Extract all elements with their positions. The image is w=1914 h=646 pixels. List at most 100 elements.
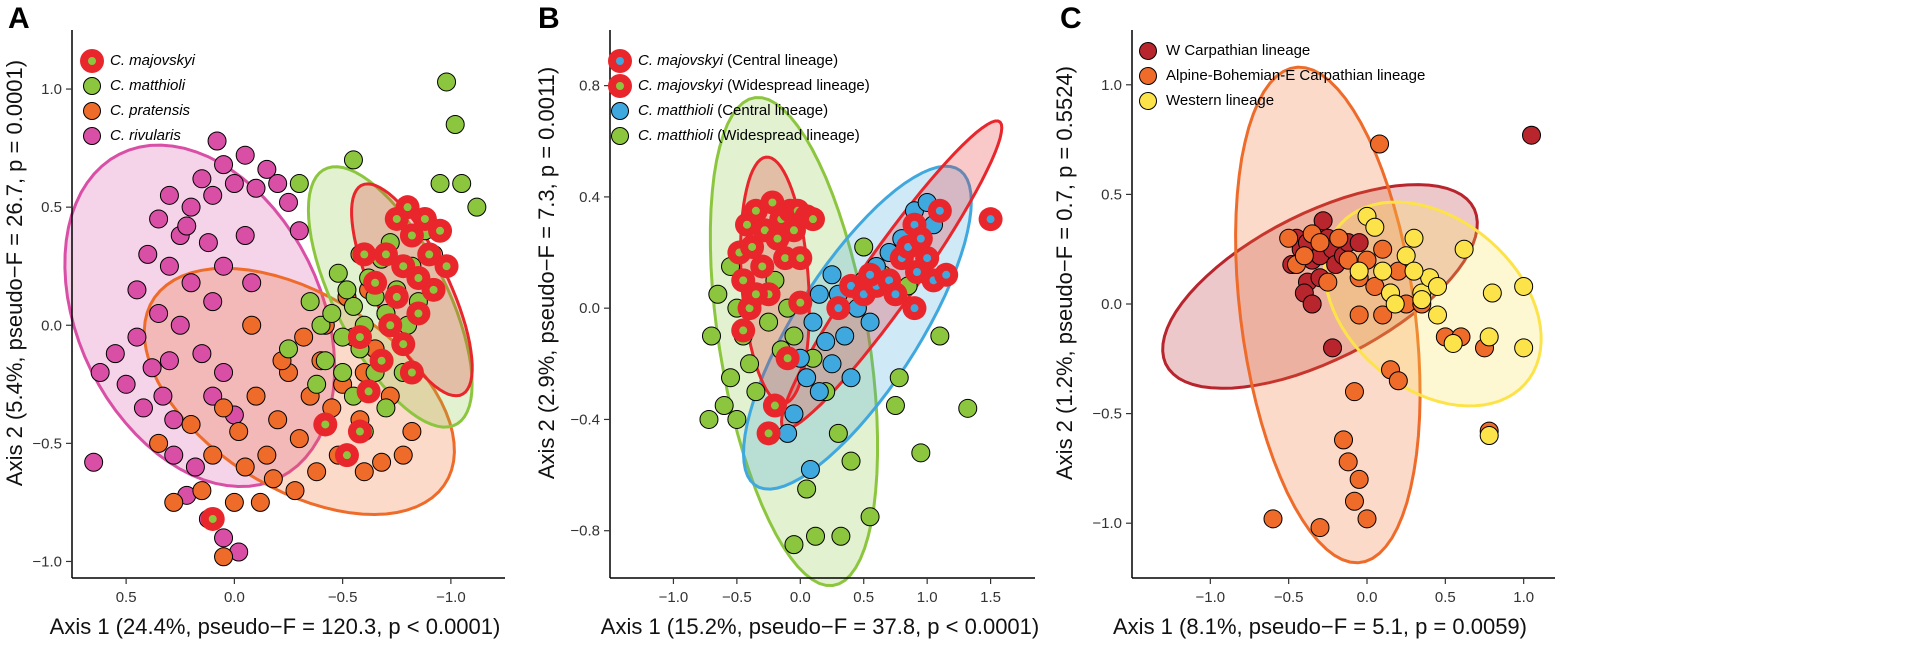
scatter-plot: 0.5 0.0 −0.5 −1.0 −1.0 −0.5 0.0 0.5 1.0 bbox=[32, 30, 505, 606]
data-point bbox=[138, 244, 158, 264]
data-point bbox=[294, 327, 314, 347]
data-point bbox=[149, 209, 169, 229]
legend-label: C. matthioli (Widespread lineage) bbox=[638, 127, 860, 144]
data-point bbox=[414, 309, 423, 318]
data-point bbox=[746, 382, 766, 402]
legend-symbol bbox=[1132, 63, 1166, 88]
data-point bbox=[930, 326, 950, 346]
data-point bbox=[242, 315, 262, 335]
data-point bbox=[177, 216, 197, 236]
y-tick-label: 0.0 bbox=[579, 300, 600, 317]
data-point bbox=[414, 274, 423, 283]
legend-symbol bbox=[76, 123, 110, 148]
legend-symbol bbox=[604, 98, 638, 123]
data-point bbox=[285, 481, 305, 501]
data-point bbox=[739, 326, 748, 335]
species-name: C. pratensis bbox=[110, 102, 191, 119]
data-point bbox=[452, 174, 472, 194]
legend-dot bbox=[616, 81, 624, 90]
y-tick-label: 0.4 bbox=[579, 189, 600, 206]
data-point bbox=[885, 276, 894, 285]
data-point bbox=[364, 387, 373, 396]
lineage-name: (Central lineage) bbox=[723, 52, 839, 69]
data-point bbox=[1344, 382, 1364, 402]
data-point bbox=[828, 423, 848, 443]
x-tick-label: 1.0 bbox=[1513, 589, 1534, 606]
data-point bbox=[224, 492, 244, 512]
data-point bbox=[770, 401, 779, 410]
x-tick-label: −1.0 bbox=[1196, 589, 1226, 606]
data-point bbox=[192, 344, 212, 364]
x-tick-label: −0.5 bbox=[1274, 589, 1304, 606]
legend: C. majovskyi C. matthioli C. pratensis C. r… bbox=[76, 48, 195, 148]
data-point bbox=[328, 263, 348, 283]
data-point bbox=[372, 452, 392, 472]
data-point bbox=[1318, 272, 1338, 292]
data-point bbox=[289, 221, 309, 241]
legend-label: C. majovskyi bbox=[110, 52, 195, 69]
data-point bbox=[751, 290, 760, 299]
data-point bbox=[376, 398, 396, 418]
data-point bbox=[806, 526, 826, 546]
y-tick-label: −1.0 bbox=[1092, 515, 1122, 532]
x-axis-label: Axis 1 (8.1%, pseudo−F = 5.1, p = 0.0059… bbox=[1113, 614, 1527, 639]
panel-c: C −1.0 −0.5 0.0 0.5 1.0 −1.0 −0.5 0.0 0.5 1.0 W C… bbox=[1040, 0, 1914, 646]
x-tick-label: −1.0 bbox=[436, 589, 466, 606]
legend-label: C. majovskyi (Widespread lineage) bbox=[638, 77, 870, 94]
legend-item: C. pratensis bbox=[76, 98, 195, 123]
data-point bbox=[1522, 125, 1541, 145]
data-point bbox=[377, 356, 386, 365]
data-point bbox=[127, 327, 147, 347]
x-tick-label: −0.5 bbox=[722, 589, 752, 606]
data-point bbox=[263, 469, 283, 489]
data-point bbox=[781, 254, 790, 263]
legend-label: Alpine-Bohemian-E Carpathian lineage bbox=[1166, 67, 1425, 84]
data-point bbox=[916, 234, 925, 243]
legend-dot bbox=[1139, 66, 1157, 85]
x-axis-label: Axis 1 (15.2%, pseudo−F = 37.8, p < 0.00… bbox=[600, 614, 1040, 639]
legend-dot bbox=[611, 126, 629, 145]
data-point bbox=[392, 292, 401, 301]
data-point bbox=[835, 326, 855, 346]
y-tick-label: 0.0 bbox=[41, 317, 62, 334]
data-point bbox=[910, 304, 919, 313]
data-point bbox=[429, 285, 438, 294]
data-point bbox=[803, 312, 823, 332]
y-tick-label: 0.5 bbox=[1101, 186, 1122, 203]
data-point bbox=[315, 351, 335, 371]
data-point bbox=[322, 303, 342, 323]
data-point bbox=[1323, 338, 1343, 358]
data-point bbox=[203, 386, 223, 406]
data-point bbox=[1482, 283, 1502, 303]
data-point bbox=[1373, 239, 1393, 259]
data-point bbox=[1454, 239, 1474, 259]
legend: C. majovskyi (Central lineage) C. majovsk… bbox=[604, 48, 870, 148]
legend-symbol bbox=[76, 73, 110, 98]
data-point bbox=[1428, 305, 1447, 325]
y-tick-label: −0.4 bbox=[570, 411, 600, 428]
series-2 bbox=[1349, 206, 1534, 446]
legend-symbol bbox=[76, 98, 110, 123]
x-tick-label: 1.0 bbox=[917, 589, 938, 606]
data-point bbox=[235, 145, 255, 165]
legend-dot bbox=[611, 101, 629, 120]
data-point bbox=[203, 292, 223, 312]
data-point bbox=[321, 420, 330, 429]
data-point bbox=[229, 422, 249, 442]
data-point bbox=[784, 404, 804, 424]
data-point bbox=[784, 535, 804, 555]
data-point bbox=[1294, 246, 1314, 266]
data-point bbox=[393, 445, 413, 465]
data-point bbox=[935, 206, 944, 215]
data-point bbox=[800, 460, 820, 480]
data-point bbox=[1310, 233, 1330, 253]
scatter-plot: −1.0 −0.5 0.0 0.5 1.0 1.5 −0.8 −0.4 0.0 0.4 0.8 bbox=[570, 30, 1035, 606]
x-tick-label: 0.5 bbox=[116, 589, 137, 606]
data-point bbox=[768, 198, 777, 207]
data-point bbox=[1349, 233, 1369, 253]
data-point bbox=[207, 131, 227, 151]
y-tick-label: −0.8 bbox=[570, 523, 600, 540]
data-point bbox=[759, 312, 779, 332]
data-point bbox=[214, 256, 234, 276]
data-point bbox=[1338, 452, 1358, 472]
